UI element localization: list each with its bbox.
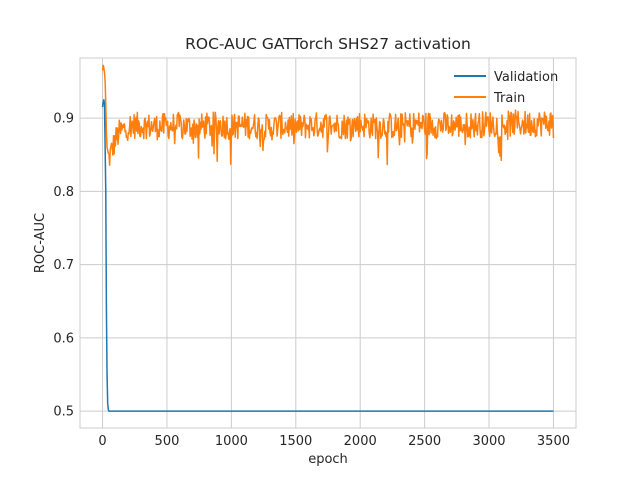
x-tick-label: 1000 <box>215 434 248 449</box>
x-tick-label: 1500 <box>279 434 312 449</box>
x-axis-label: epoch <box>308 452 348 467</box>
legend-label-validation: Validation <box>494 70 558 85</box>
y-tick-label: 0.6 <box>53 331 74 346</box>
x-tick-label: 500 <box>155 434 180 449</box>
y-ticks: 0.5 0.6 0.7 0.8 0.9 <box>53 112 74 420</box>
y-tick-label: 0.7 <box>53 258 74 273</box>
chart-title: ROC-AUC GATTorch SHS27 activation <box>185 35 471 53</box>
series-line-train <box>101 64 555 166</box>
x-ticks: 0 500 1000 1500 2000 2500 3000 3500 <box>98 434 570 449</box>
plot-lines <box>101 64 555 412</box>
x-tick-label: 2000 <box>344 434 377 449</box>
plot-area <box>80 58 576 428</box>
x-tick-label: 0 <box>98 434 106 449</box>
y-tick-label: 0.9 <box>53 112 74 127</box>
x-tick-label: 3500 <box>537 434 570 449</box>
legend-label-train: Train <box>493 91 525 106</box>
x-tick-label: 3000 <box>472 434 505 449</box>
series-line-validation <box>101 99 554 412</box>
y-tick-label: 0.8 <box>53 185 74 200</box>
plot-frame <box>79 57 577 429</box>
y-axis-label: ROC-AUC <box>33 213 48 273</box>
y-tick-label: 0.5 <box>53 405 74 420</box>
legend: Validation Train <box>454 70 558 106</box>
x-tick-label: 2500 <box>408 434 441 449</box>
